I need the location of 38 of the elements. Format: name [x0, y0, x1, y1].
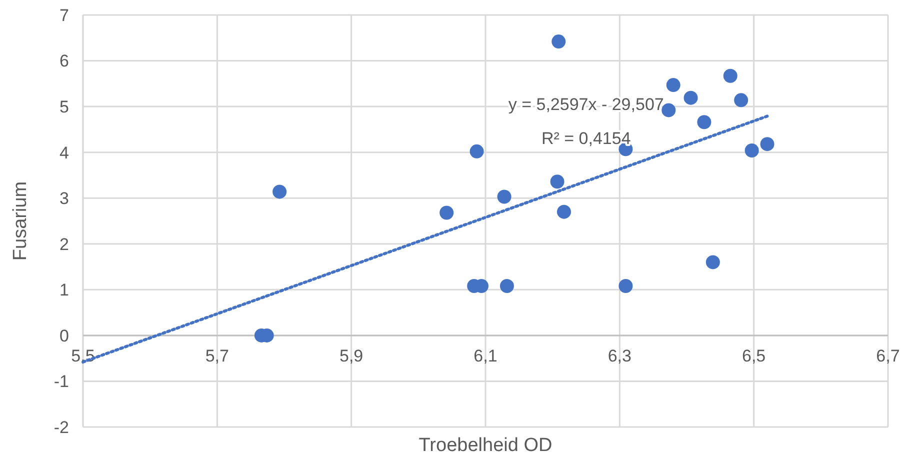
x-tick-label: 6,7 — [876, 346, 900, 366]
point — [272, 184, 287, 199]
point — [734, 93, 748, 108]
y-tick-label: 4 — [60, 143, 69, 162]
point — [706, 255, 720, 270]
point — [618, 279, 633, 294]
point — [684, 90, 698, 105]
x-tick-label: 6,3 — [608, 346, 632, 366]
point — [552, 34, 566, 49]
x-tick-label: 6,5 — [742, 346, 766, 366]
y-tick-label: 5 — [60, 98, 69, 117]
y-axis-title: Fusarium — [10, 181, 31, 261]
y-tick-label: -1 — [54, 372, 69, 392]
point — [760, 137, 774, 152]
point — [744, 144, 759, 158]
point — [697, 115, 712, 130]
y-tick-label: 0 — [60, 326, 69, 346]
point — [723, 68, 738, 83]
x-tick-label: 6,1 — [474, 346, 498, 366]
point — [662, 103, 676, 118]
point — [440, 206, 454, 220]
point — [550, 174, 564, 189]
y-tick-label: -2 — [54, 418, 69, 437]
point — [497, 190, 512, 204]
x-tick-label: 5,7 — [205, 346, 229, 366]
y-tick-label: 1 — [60, 280, 69, 300]
point — [666, 78, 680, 92]
annotation: y = 5,2597x - 29,507 — [508, 95, 664, 114]
y-tick-label: 7 — [60, 6, 69, 25]
x-tick-label: 5,9 — [340, 346, 364, 366]
y-tick-label: 2 — [60, 234, 69, 254]
y-tick-label: 6 — [60, 52, 69, 71]
y-tick-label: 3 — [60, 189, 69, 208]
annotation: R² = 0,4154 — [541, 129, 631, 148]
point — [556, 204, 571, 219]
x-axis-title: Troebelheid OD — [418, 435, 552, 456]
point — [500, 279, 514, 294]
point — [470, 144, 484, 158]
